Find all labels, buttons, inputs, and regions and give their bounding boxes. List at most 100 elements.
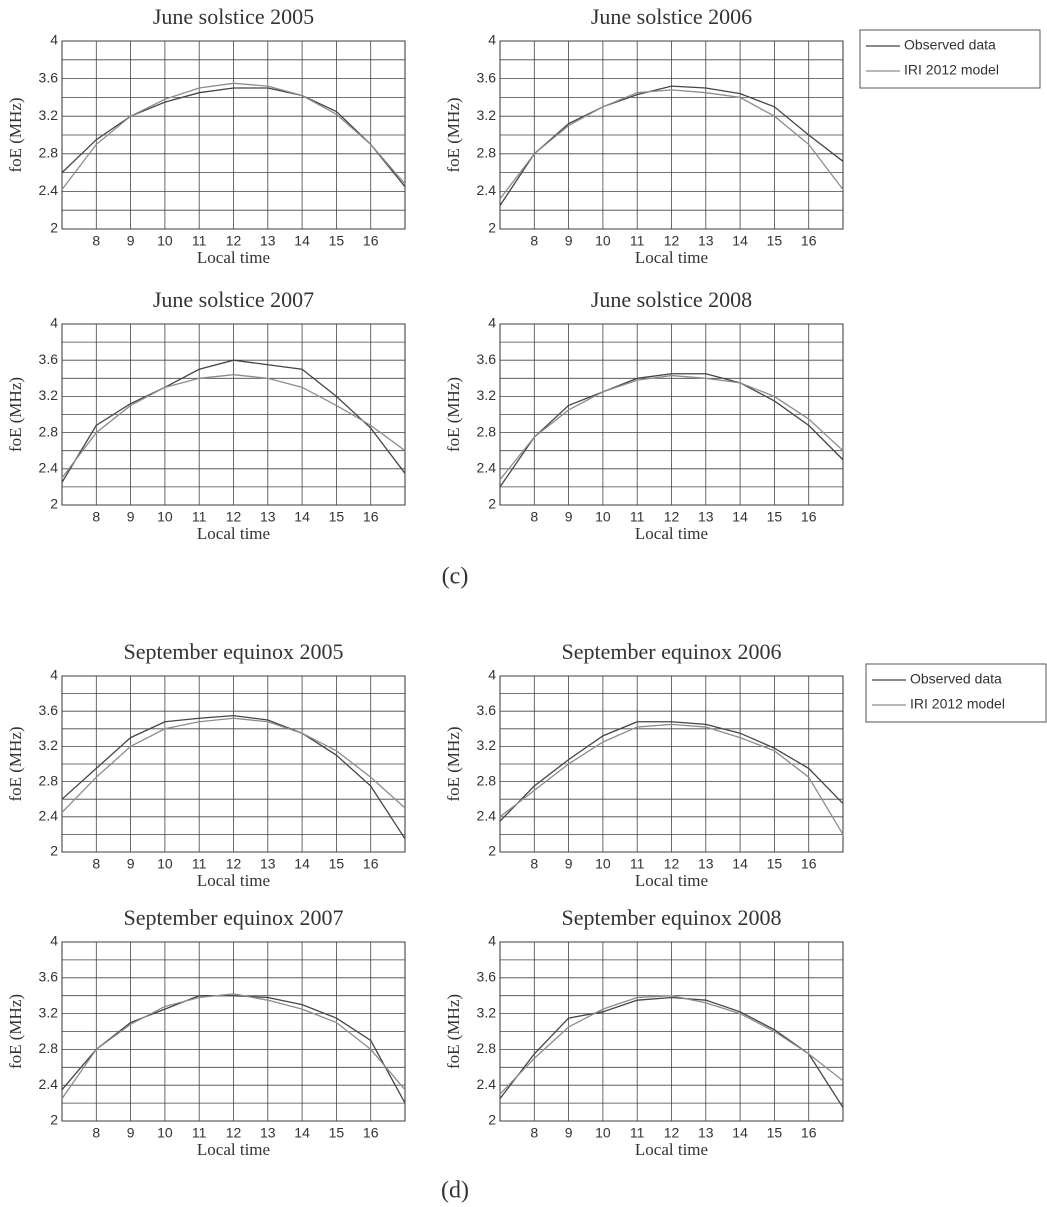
x-tick-label: 11 — [192, 1125, 207, 1141]
y-axis-label: foE (MHz) — [444, 97, 463, 172]
series-line — [61, 87, 406, 188]
y-tick-label: 4 — [488, 32, 496, 48]
y-tick-label: 3.6 — [477, 351, 497, 367]
x-axis-label: Local time — [197, 1140, 270, 1159]
chart-title: September equinox 2007 — [124, 905, 344, 930]
x-axis-label: Local time — [635, 248, 708, 267]
x-tick-label: 13 — [698, 233, 714, 249]
series-line — [61, 714, 406, 840]
y-tick-label: 4 — [50, 315, 58, 331]
y-tick-label: 3.6 — [39, 969, 59, 985]
series-line — [499, 721, 844, 822]
x-tick-label: 15 — [767, 1125, 783, 1141]
x-axis-label: Local time — [635, 1140, 708, 1159]
panel-label: (d) — [441, 1178, 469, 1204]
series-line — [61, 995, 406, 1104]
y-tick-label: 4 — [50, 933, 58, 949]
y-tick-label: 2.8 — [39, 145, 59, 161]
x-tick-label: 11 — [192, 509, 207, 525]
y-tick-label: 2 — [50, 220, 58, 236]
y-tick-label: 2 — [50, 843, 58, 859]
x-tick-label: 12 — [664, 233, 680, 249]
x-tick-label: 15 — [329, 509, 345, 525]
x-tick-label: 14 — [294, 233, 310, 249]
x-tick-label: 16 — [363, 856, 379, 872]
y-tick-label: 2 — [488, 1112, 496, 1128]
x-tick-label: 11 — [630, 233, 645, 249]
y-tick-label: 3.6 — [477, 69, 497, 85]
y-tick-label: 2.8 — [39, 1040, 59, 1056]
y-tick-label: 2.4 — [39, 460, 59, 476]
x-tick-label: 8 — [530, 509, 538, 525]
legend-label: IRI 2012 model — [910, 696, 1005, 712]
x-tick-label: 9 — [127, 233, 135, 249]
x-tick-label: 14 — [294, 856, 310, 872]
x-tick-label: 14 — [732, 509, 748, 525]
y-axis-label: foE (MHz) — [6, 726, 25, 801]
x-tick-label: 10 — [157, 856, 173, 872]
y-tick-label: 3.2 — [39, 107, 59, 123]
x-tick-label: 15 — [329, 856, 345, 872]
x-tick-label: 15 — [329, 1125, 345, 1141]
y-tick-label: 3.6 — [39, 69, 59, 85]
legend-label: IRI 2012 model — [904, 62, 999, 78]
y-tick-label: 2.4 — [39, 182, 59, 198]
x-tick-label: 11 — [630, 509, 645, 525]
x-tick-label: 12 — [226, 1125, 242, 1141]
x-tick-label: 10 — [595, 509, 611, 525]
x-tick-label: 13 — [698, 856, 714, 872]
legend-box — [865, 663, 1047, 723]
y-tick-label: 3.2 — [477, 387, 497, 403]
x-tick-label: 14 — [732, 1125, 748, 1141]
chart-title: June solstice 2007 — [153, 287, 314, 312]
chart-title: September equinox 2006 — [562, 639, 782, 664]
y-tick-label: 2.8 — [39, 423, 59, 439]
x-tick-label: 8 — [530, 233, 538, 249]
series-line — [61, 374, 406, 479]
x-tick-label: 8 — [92, 1125, 100, 1141]
y-axis-label: foE (MHz) — [6, 377, 25, 452]
y-tick-label: 3.2 — [39, 737, 59, 753]
y-tick-label: 4 — [488, 933, 496, 949]
legend-box — [859, 29, 1041, 89]
y-tick-label: 3.6 — [477, 702, 497, 718]
x-tick-label: 14 — [732, 233, 748, 249]
panel-label: (c) — [442, 564, 469, 590]
y-tick-label: 2.8 — [477, 772, 497, 788]
y-tick-label: 4 — [50, 667, 58, 683]
x-tick-label: 12 — [226, 856, 242, 872]
y-axis-label: foE (MHz) — [444, 377, 463, 452]
y-tick-label: 2.4 — [477, 460, 497, 476]
x-tick-label: 10 — [157, 509, 173, 525]
y-axis-label: foE (MHz) — [444, 726, 463, 801]
series-line — [61, 359, 406, 483]
y-tick-label: 2.4 — [39, 1076, 59, 1092]
x-tick-label: 14 — [732, 856, 748, 872]
y-tick-label: 2 — [488, 496, 496, 512]
series-line — [499, 723, 844, 835]
x-tick-label: 9 — [565, 856, 573, 872]
y-axis-label: foE (MHz) — [444, 994, 463, 1069]
x-tick-label: 11 — [192, 856, 207, 872]
x-axis-label: Local time — [635, 871, 708, 890]
series-line — [499, 85, 844, 206]
x-tick-label: 9 — [565, 1125, 573, 1141]
series-line — [499, 89, 844, 200]
x-tick-label: 16 — [801, 856, 817, 872]
y-tick-label: 2.8 — [477, 1040, 497, 1056]
y-tick-label: 3.2 — [39, 1004, 59, 1020]
x-tick-label: 12 — [226, 509, 242, 525]
y-tick-label: 3.6 — [39, 351, 59, 367]
x-tick-label: 8 — [92, 509, 100, 525]
x-tick-label: 14 — [294, 509, 310, 525]
y-tick-label: 2 — [50, 1112, 58, 1128]
x-tick-label: 12 — [664, 509, 680, 525]
y-tick-label: 2.8 — [39, 772, 59, 788]
chart-title: June solstice 2008 — [591, 287, 752, 312]
legend-label: Observed data — [910, 671, 1002, 687]
x-axis-label: Local time — [197, 524, 270, 543]
y-axis-label: foE (MHz) — [6, 994, 25, 1069]
x-tick-label: 9 — [127, 509, 135, 525]
series-line — [61, 717, 406, 813]
